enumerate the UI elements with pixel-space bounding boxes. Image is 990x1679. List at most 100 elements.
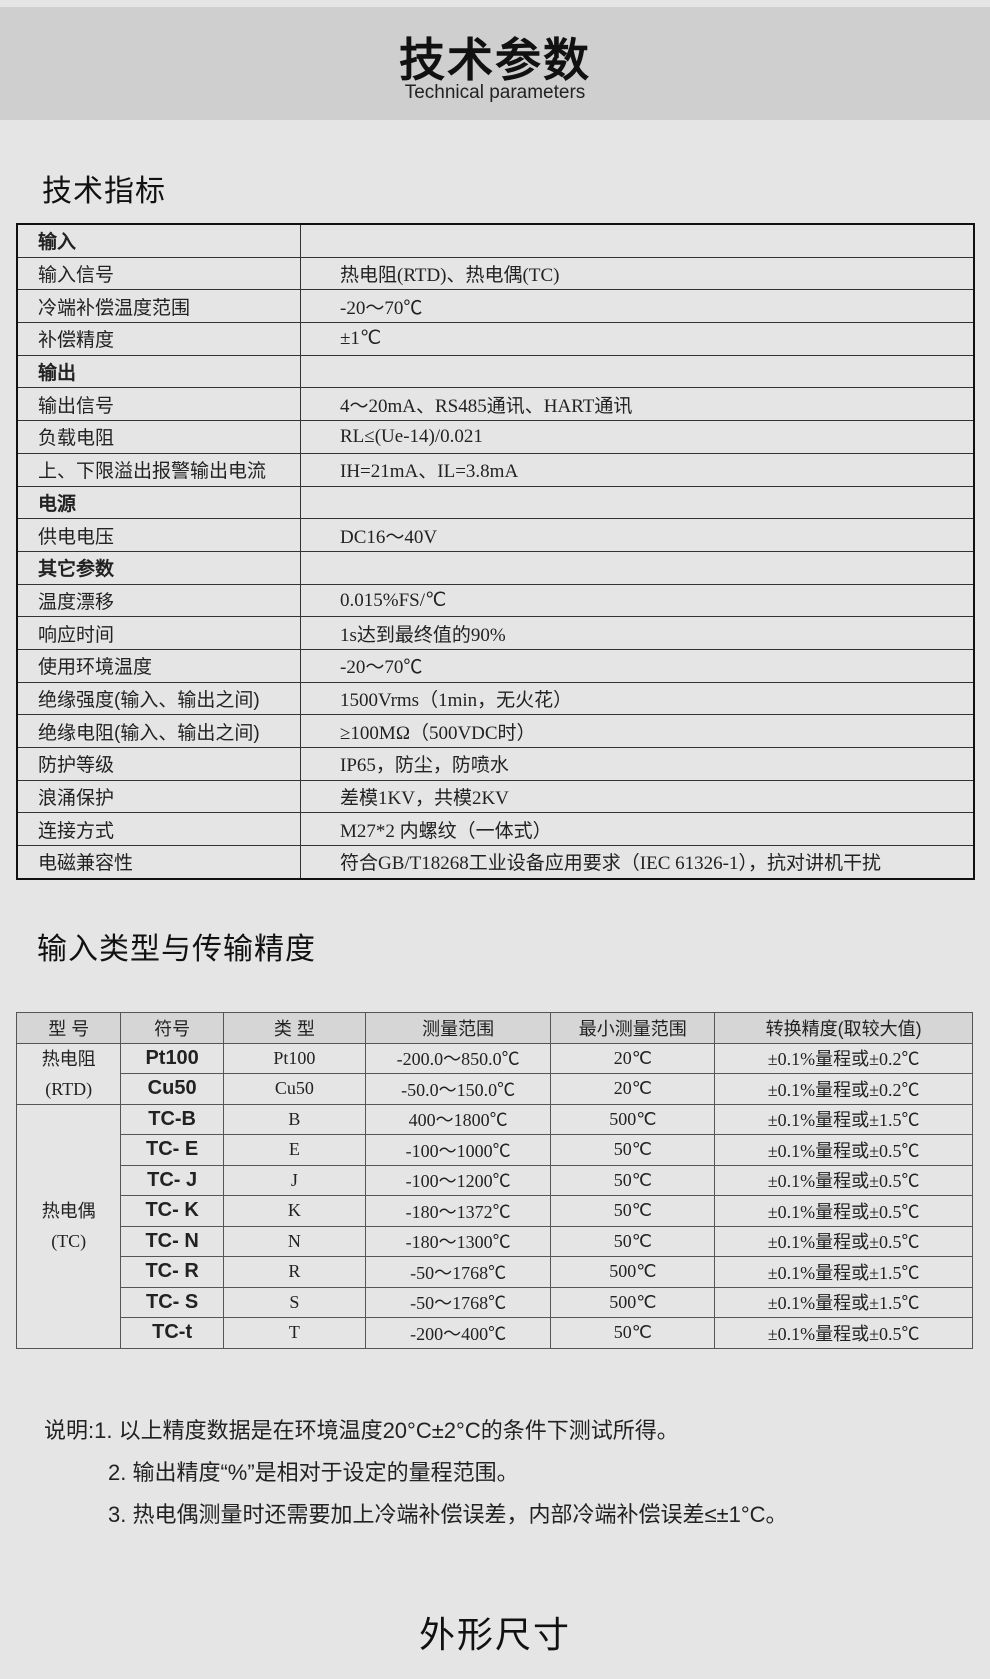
range-cell: -50.0～150.0℃ xyxy=(364,1073,552,1105)
spec-key: 输出 xyxy=(16,354,301,389)
symbol-cell: TC- N xyxy=(120,1225,224,1257)
spec-value: RL≤(Ue-14)/0.021 xyxy=(300,420,975,454)
spec-value: 0.015%FS/℃ xyxy=(300,583,975,618)
spec-value: 4～20mA、RS485通讯、HART通讯 xyxy=(300,387,975,422)
page-title: 技术参数 xyxy=(399,34,591,86)
accuracy-heading: 输入类型与传输精度 xyxy=(37,933,316,966)
column-header: 最小测量范围 xyxy=(550,1012,716,1044)
spec-row: 冷端补偿温度范围 -20～70℃ xyxy=(16,289,975,324)
accuracy-row: TC-t T -200～400℃ 50℃ ±0.1%量程或±0.5℃ xyxy=(17,1317,973,1349)
spec-key: 输入 xyxy=(16,223,301,258)
spec-key: 绝缘电阻(输入、输出之间) xyxy=(16,714,301,748)
spec-key: 温度漂移 xyxy=(16,583,301,618)
spec-section-row: 输入 xyxy=(16,223,975,258)
spec-key: 防护等级 xyxy=(16,747,301,781)
spec-row: 连接方式 M27*2 内螺纹（一体式） xyxy=(16,812,975,847)
spec-heading: 技术指标 xyxy=(42,175,166,208)
spec-row: 防护等级 IP65，防尘，防喷水 xyxy=(16,747,975,781)
column-header: 型 号 xyxy=(15,1012,122,1044)
spec-key: 浪涌保护 xyxy=(16,779,301,814)
spec-key: 电磁兼容性 xyxy=(16,845,301,880)
accuracy-table: 型 号符号类 型测量范围 最小测量范围 转换精度(取较大值) 热电阻 (RTD) Pt1… xyxy=(15,1012,973,1349)
spec-value xyxy=(300,485,975,520)
spec-row: 浪涌保护 差模1KV，共模2KV xyxy=(16,779,975,814)
column-header: 转换精度(取较大值) xyxy=(714,1012,973,1044)
range-cell: -100～1000℃ xyxy=(364,1134,552,1166)
type-cell: T xyxy=(222,1317,366,1349)
range-cell: -180～1372℃ xyxy=(364,1195,552,1227)
spec-value: 符合GB/T18268工业设备应用要求（IEC 61326-1），抗对讲机干扰 xyxy=(300,845,975,880)
spec-row: 供电电压 DC16～40V xyxy=(16,518,975,552)
min-range-cell: 50℃ xyxy=(550,1317,716,1349)
accuracy-cell: ±0.1%量程或±0.5℃ xyxy=(714,1164,973,1196)
spec-value: 1s达到最终值的90% xyxy=(300,616,975,650)
note-3: 3. 热电偶测量时还需要加上冷端补偿误差，内部冷端补偿误差≤±1°C。 xyxy=(108,1502,788,1527)
note-2: 2. 输出精度“%”是相对于设定的量程范围。 xyxy=(108,1460,519,1485)
symbol-cell: TC- E xyxy=(120,1134,224,1166)
symbol-cell: TC- J xyxy=(120,1164,224,1196)
spec-row: 绝缘电阻(输入、输出之间) ≥100MΩ（500VDC时） xyxy=(16,714,975,748)
accuracy-row: 热电阻 (RTD) Pt100 Pt100 -200.0～850.0℃ 20℃ ±0.1%量… xyxy=(15,1042,973,1105)
symbol-cell: Cu50 xyxy=(120,1073,224,1105)
dimensions-heading: 外形尺寸 xyxy=(418,1614,571,1655)
accuracy-cell: ±0.1%量程或±0.5℃ xyxy=(714,1225,973,1257)
accuracy-cell: ±0.1%量程或±0.5℃ xyxy=(714,1317,973,1349)
type-cell: Cu50 xyxy=(222,1073,366,1105)
spec-value: 1500Vrms（1min，无火花） xyxy=(300,681,975,716)
min-range-cell: 50℃ xyxy=(550,1164,716,1196)
spec-value: 热电阻(RTD)、热电偶(TC) xyxy=(300,256,975,291)
accuracy-cell: ±0.1%量程或±0.2℃ xyxy=(714,1073,973,1105)
spec-key: 连接方式 xyxy=(16,812,301,847)
spec-row: 温度漂移 0.015%FS/℃ xyxy=(16,583,975,618)
range-cell: 400～1800℃ xyxy=(364,1103,552,1135)
group-name: 热电阻 xyxy=(41,1048,96,1069)
type-cell: N xyxy=(222,1225,366,1257)
symbol-cell: TC- K xyxy=(120,1195,224,1227)
type-cell: R xyxy=(222,1256,366,1288)
symbol-cell: TC-t xyxy=(120,1317,224,1349)
accuracy-row: TC- R R -50～1768℃ 500℃ ±0.1%量程或±1.5℃ xyxy=(17,1256,973,1288)
spec-section-row: 输出 xyxy=(16,354,975,389)
type-cell: J xyxy=(222,1164,366,1196)
accuracy-row: TC- E E -100～1000℃ 50℃ ±0.1%量程或±0.5℃ xyxy=(17,1134,973,1166)
symbol-cell: TC- S xyxy=(120,1286,224,1318)
spec-section-row: 电源 xyxy=(16,485,975,520)
group-cell: 热电偶 (TC) xyxy=(15,1103,122,1349)
type-cell: B xyxy=(222,1103,366,1135)
type-cell: K xyxy=(222,1195,366,1227)
symbol-cell: TC- R xyxy=(120,1256,224,1288)
accuracy-cell: ±0.1%量程或±1.5℃ xyxy=(714,1103,973,1135)
spec-key: 补偿精度 xyxy=(16,322,301,356)
spec-section-row: 其它参数 xyxy=(16,550,975,585)
column-header: 测量范围 xyxy=(364,1012,552,1044)
accuracy-row: TC- K K -180～1372℃ 50℃ ±0.1%量程或±0.5℃ xyxy=(17,1195,973,1227)
accuracy-cell: ±0.1%量程或±0.5℃ xyxy=(714,1134,973,1166)
note-1: 说明:1. 以上精度数据是在环境温度20°C±2°C的条件下测试所得。 xyxy=(44,1418,679,1443)
column-header: 类 型 xyxy=(222,1012,366,1044)
min-range-cell: 50℃ xyxy=(550,1225,716,1257)
notes: 说明:1. 以上精度数据是在环境温度20°C±2°C的条件下测试所得。 2. 输… xyxy=(44,1410,788,1536)
min-range-cell: 500℃ xyxy=(550,1256,716,1288)
accuracy-cell: ±0.1%量程或±1.5℃ xyxy=(714,1256,973,1288)
group-sub: (TC) xyxy=(51,1231,87,1251)
group-cell: 热电阻 (RTD) xyxy=(15,1042,122,1105)
spec-value: DC16～40V xyxy=(300,518,975,552)
range-cell: -180～1300℃ xyxy=(364,1225,552,1257)
range-cell: -100～1200℃ xyxy=(364,1164,552,1196)
spec-row: 上、下限溢出报警输出电流 IH=21mA、IL=3.8mA xyxy=(16,452,975,487)
range-cell: -50～1768℃ xyxy=(364,1286,552,1318)
spec-value: -20～70℃ xyxy=(300,648,975,683)
range-cell: -50～1768℃ xyxy=(364,1256,552,1288)
spec-value: 差模1KV，共模2KV xyxy=(300,779,975,814)
spec-key: 绝缘强度(输入、输出之间) xyxy=(16,681,301,716)
range-cell: -200.0～850.0℃ xyxy=(364,1042,552,1074)
min-range-cell: 20℃ xyxy=(550,1073,716,1105)
spec-row: 电磁兼容性 符合GB/T18268工业设备应用要求（IEC 61326-1），抗对… xyxy=(16,845,975,880)
spec-key: 响应时间 xyxy=(16,616,301,650)
header-band xyxy=(0,7,990,120)
spec-row: 负载电阻 RL≤(Ue-14)/0.021 xyxy=(16,420,975,454)
spec-row: 绝缘强度(输入、输出之间) 1500Vrms（1min，无火花） xyxy=(16,681,975,716)
spec-value: IP65，防尘，防喷水 xyxy=(300,747,975,781)
min-range-cell: 50℃ xyxy=(550,1195,716,1227)
accuracy-cell: ±0.1%量程或±0.2℃ xyxy=(714,1042,973,1074)
